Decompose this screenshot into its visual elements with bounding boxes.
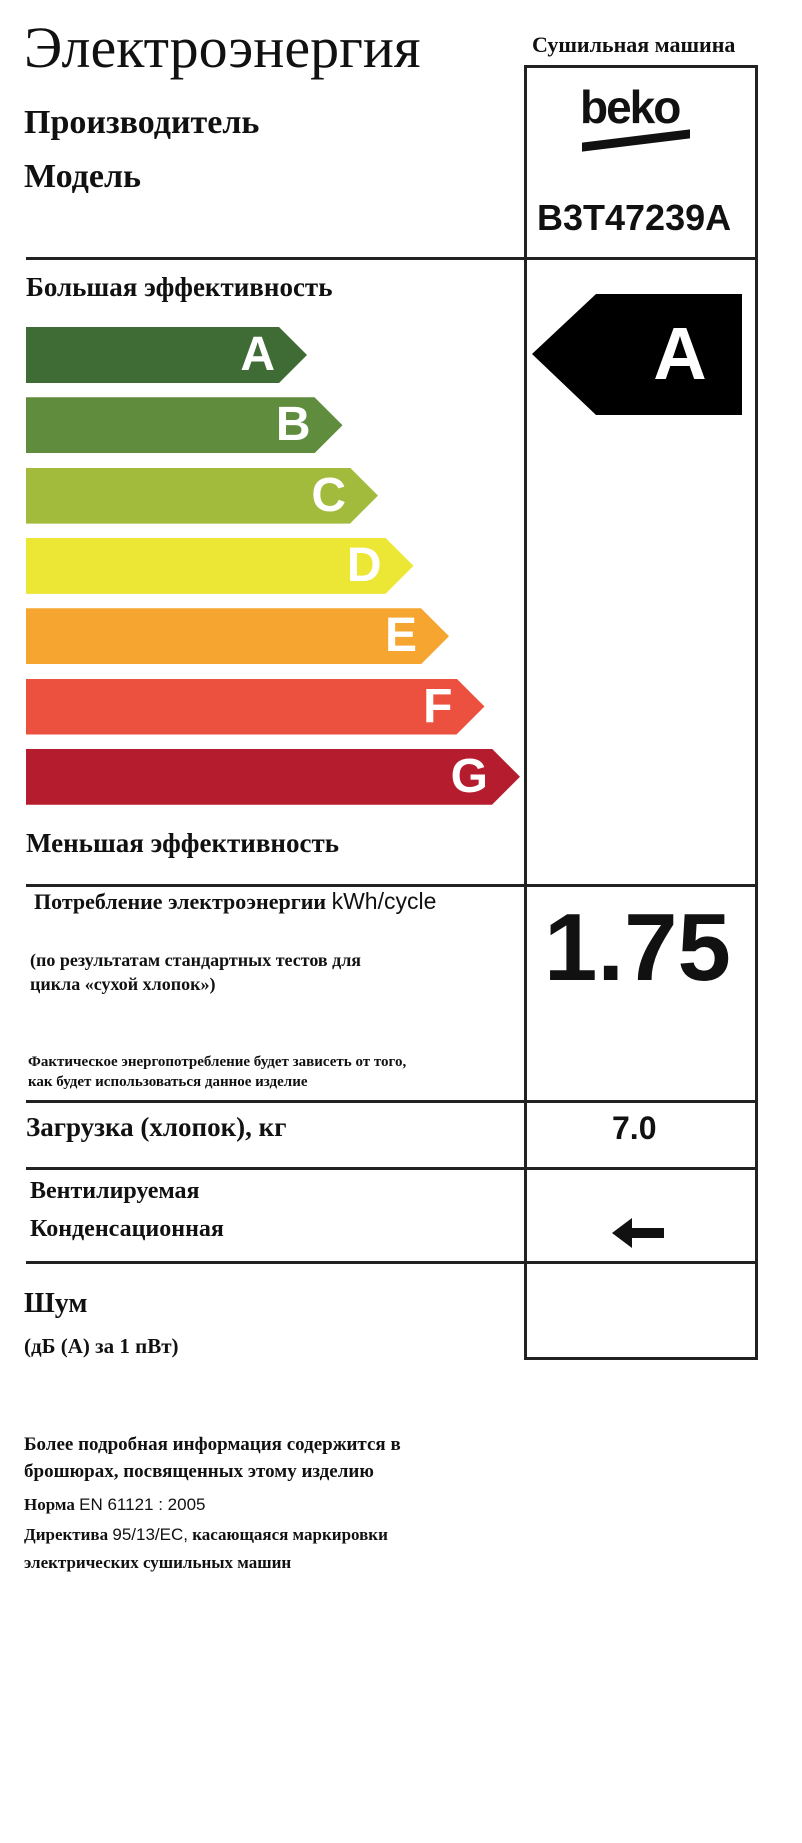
consumption-disclaimer: как будет использоваться данное изделие — [28, 1074, 308, 1090]
directive-value: 95/13/EC, — [112, 1525, 188, 1544]
energy-class-bar-d: D — [26, 537, 414, 594]
footer-directive: Директива 95/13/EC, касающаяся маркировк… — [24, 1525, 388, 1545]
type-vented-label: Вентилируемая — [30, 1178, 200, 1204]
divider — [26, 257, 526, 260]
divider — [26, 1167, 755, 1170]
manufacturer-label: Производитель — [24, 104, 260, 141]
footer-norm: Норма EN 61121 : 2005 — [24, 1495, 205, 1515]
energy-class-letter: E — [384, 609, 417, 663]
energy-class-bar-c: C — [26, 467, 378, 524]
energy-class-letter: G — [450, 749, 488, 803]
footer-info: брошюрах, посвященных этому изделию — [24, 1461, 374, 1482]
energy-class-bar-f: F — [26, 678, 485, 735]
consumption-label-text: Потребление электроэнергии — [34, 889, 327, 914]
energy-class-letter: C — [311, 468, 346, 522]
directive-label: Директива — [24, 1525, 109, 1544]
energy-class-bar-e: E — [26, 608, 449, 665]
beko-logo: beko — [580, 81, 695, 156]
energy-class-bar-b: B — [26, 397, 343, 454]
consumption-note: цикла «сухой хлопок») — [30, 974, 216, 994]
consumption-note: (по результатам стандартных тестов для — [30, 950, 362, 970]
high-efficiency-label: Большая эффективность — [26, 272, 333, 302]
footer-info: электрических сушильных машин — [24, 1553, 292, 1572]
consumption-unit: kWh/cycle — [331, 888, 437, 914]
energy-class-bar-g: G — [26, 748, 520, 805]
rating-letter: A — [653, 312, 706, 395]
model-number: B3T47239A — [537, 197, 732, 238]
norm-label: Норма — [24, 1495, 75, 1514]
divider — [26, 884, 755, 887]
noise-label: Шум — [24, 1288, 88, 1319]
energy-class-bar-a: A — [26, 327, 307, 383]
low-efficiency-label: Меньшая эффективность — [26, 828, 339, 858]
appliance-type: Сушильная машина — [532, 32, 736, 57]
noise-unit: (дБ (А) за 1 пВт) — [24, 1334, 179, 1358]
load-label: Загрузка (хлопок), кг — [26, 1112, 287, 1142]
directive-text: касающаяся маркировки — [192, 1525, 388, 1544]
consumption-disclaimer: Фактическое энергопотребление будет зави… — [28, 1054, 407, 1070]
norm-value: EN 61121 : 2005 — [79, 1495, 206, 1514]
energy-class-letter: A — [240, 328, 275, 381]
arrow-left-icon — [612, 1218, 664, 1248]
energy-class-letter: D — [346, 538, 382, 592]
load-value: 7.0 — [612, 1110, 657, 1146]
right-info-box — [524, 65, 758, 1360]
label-title: Электроэнергия — [24, 15, 421, 80]
consumption-label: Потребление электроэнергии kWh/cycle — [34, 888, 436, 915]
divider — [524, 257, 755, 260]
footer-info: Более подробная информация содержится в — [24, 1434, 401, 1455]
type-condenser-label: Конденсационная — [30, 1216, 224, 1242]
rating-indicator-arrow: A — [532, 294, 742, 415]
model-label: Модель — [24, 158, 142, 195]
consumption-value: 1.75 — [544, 894, 731, 1001]
divider — [26, 1261, 755, 1264]
energy-class-letter: B — [275, 398, 311, 452]
energy-class-letter: F — [423, 679, 453, 733]
divider — [26, 1100, 755, 1103]
